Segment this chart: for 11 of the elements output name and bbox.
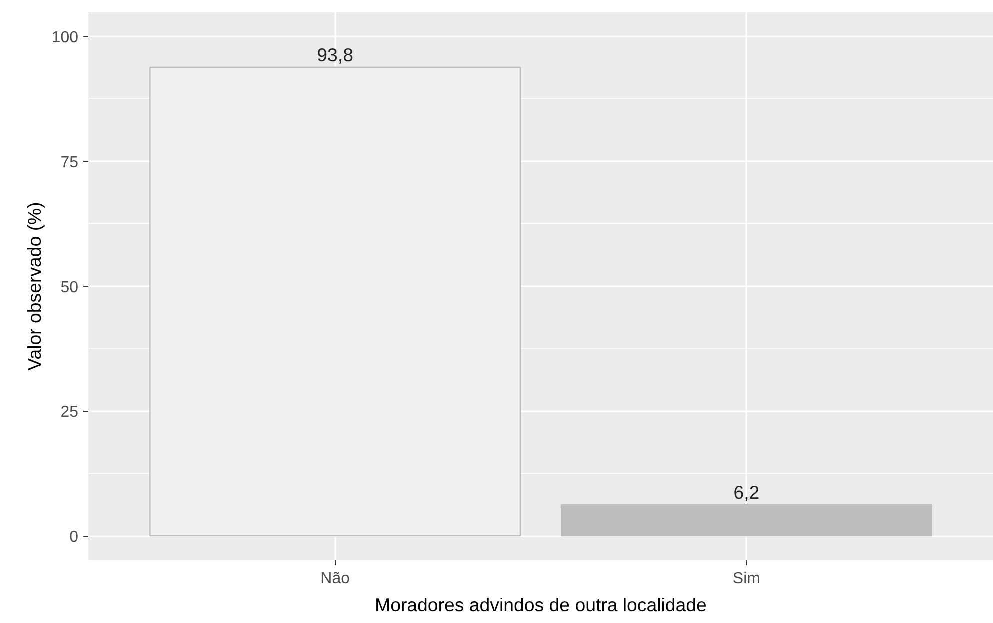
y-tick-label: 0 xyxy=(70,529,79,546)
x-tick-label: Sim xyxy=(732,570,760,588)
y-axis-title: Valor observado (%) xyxy=(24,202,45,371)
data-label: 93,8 xyxy=(317,44,354,66)
x-axis-title: Moradores advindos de outra localidade xyxy=(375,594,707,616)
y-tick-label: 75 xyxy=(60,154,79,172)
y-tick-label: 50 xyxy=(60,279,79,296)
x-tick-label: Não xyxy=(320,570,350,588)
y-tick-label: 25 xyxy=(60,404,79,422)
data-label: 6,2 xyxy=(734,482,760,504)
y-tick-label: 100 xyxy=(52,29,79,46)
